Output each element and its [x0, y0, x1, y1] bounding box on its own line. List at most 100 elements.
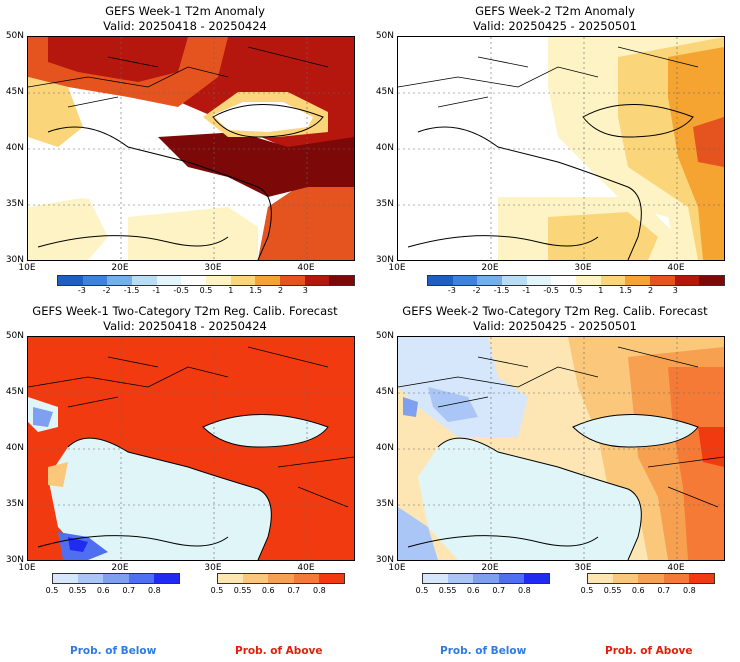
colorbar-tick-label: 0.6 [261, 586, 275, 595]
lat-label: 50N [375, 331, 394, 341]
colorbar-swatch [230, 276, 256, 285]
lon-label: 30E [204, 263, 222, 273]
colorbar-tick-label: -1 [522, 286, 531, 295]
colorbar-swatch [128, 574, 154, 583]
colorbar-tick-label: 1 [228, 286, 234, 295]
colorbar-tick-label: 0.55 [68, 586, 87, 595]
lat-label: 35N [375, 499, 394, 509]
colorbar-swatch [650, 276, 675, 285]
anomaly-colorbar-labels: -3 -2 -1.5 -1 -0.5 0.5 1 1.5 2 3 [427, 286, 725, 298]
colorbar-tick-label: 0.5 [199, 286, 213, 295]
prob-below-label: Prob. of Below [70, 645, 157, 657]
lat-label: 35N [5, 199, 24, 209]
colorbar-tick-label: 0.8 [518, 586, 531, 595]
lon-label: 40E [297, 263, 315, 273]
colorbar-swatch [132, 276, 157, 285]
lat-label: 30N [375, 255, 394, 265]
colorbar-swatch [329, 276, 355, 285]
colorbar-tick-label: 1.5 [619, 286, 633, 295]
lon-label: 10E [18, 263, 36, 273]
colorbar-tick-label: -2 [472, 286, 481, 295]
lon-label: 20E [481, 263, 499, 273]
map-week2-anomaly [397, 36, 725, 261]
colorbar-swatch [280, 276, 305, 285]
colorbar-tick-label: -2 [102, 286, 111, 295]
panel-title: GEFS Week-1 T2m Anomaly [105, 4, 265, 18]
colorbar-swatch [218, 574, 244, 583]
lon-label: 30E [574, 563, 592, 573]
colorbar-tick-label: 0.5 [569, 286, 583, 295]
colorbar-tick-label: 0.55 [233, 586, 252, 595]
panel-week1-anomaly: GEFS Week-1 T2m Anomaly Valid: 20250418 … [0, 0, 370, 300]
panel-valid-dates: Valid: 20250418 - 20250424 [103, 19, 267, 33]
colorbar-tick-label: 0.7 [492, 586, 506, 595]
above-colorbar [217, 573, 345, 584]
colorbar-swatch [638, 574, 664, 583]
colorbar-swatch [153, 574, 180, 583]
lon-label: 10E [388, 263, 406, 273]
colorbar-swatch [156, 276, 182, 285]
lon-label: 40E [297, 563, 315, 573]
colorbar-tick-label: 2 [647, 286, 654, 295]
panel-title: GEFS Week-2 Two-Category T2m Reg. Calib.… [402, 304, 708, 318]
lat-label: 50N [375, 31, 394, 41]
map-week1-anomaly [27, 36, 355, 261]
colorbar-tick-label: 0.5 [415, 586, 429, 595]
colorbar-swatch [523, 574, 550, 583]
above-colorbar [587, 573, 715, 584]
colorbar-tick-label: 0.5 [210, 586, 224, 595]
panel-week1-probability: GEFS Week-1 Two-Category T2m Reg. Calib.… [0, 300, 370, 662]
colorbar-tick-label: 0.8 [683, 586, 696, 595]
lat-label: 50N [5, 31, 24, 41]
colorbar-tick-label: 0.8 [148, 586, 161, 595]
lat-label: 30N [5, 255, 24, 265]
lat-label: 45N [375, 87, 394, 97]
lat-label: 45N [5, 387, 24, 397]
lat-label: 35N [5, 499, 24, 509]
below-colorbar [52, 573, 180, 584]
colorbar-tick-label: -3 [447, 286, 456, 295]
lon-label: 30E [574, 263, 592, 273]
panel-valid-dates: Valid: 20250425 - 20250501 [473, 319, 637, 333]
colorbar-tick-label: 0.8 [313, 586, 326, 595]
lat-label: 40N [5, 143, 24, 153]
panel-valid-dates: Valid: 20250418 - 20250424 [103, 319, 267, 333]
panel-title: GEFS Week-1 Two-Category T2m Reg. Calib.… [32, 304, 338, 318]
colorbar-swatch [293, 574, 319, 583]
lat-label: 40N [375, 443, 394, 453]
colorbar-swatch [268, 574, 294, 583]
lat-label: 40N [5, 443, 24, 453]
colorbar-swatch [103, 574, 129, 583]
colorbar-tick-label: 0.7 [122, 586, 136, 595]
lon-label: 10E [388, 563, 406, 573]
lon-label: 10E [18, 563, 36, 573]
prob-above-label: Prob. of Above [605, 645, 693, 657]
colorbar-swatch [502, 276, 527, 285]
colorbar-tick-label: 0.55 [438, 586, 457, 595]
map-week1-probability [27, 336, 355, 561]
colorbar-tick-label: 3 [302, 286, 308, 295]
lat-label: 45N [375, 387, 394, 397]
colorbar-swatch [58, 276, 83, 285]
colorbar-tick-label: -1 [152, 286, 161, 295]
below-colorbar-labels: 0.5 0.55 0.6 0.7 0.8 [416, 586, 550, 598]
colorbar-tick-label: 1 [598, 286, 604, 295]
colorbar-swatch [448, 574, 474, 583]
colorbar-swatch [699, 276, 725, 285]
colorbar-swatch [255, 276, 281, 285]
colorbar-swatch [78, 574, 104, 583]
colorbar-swatch [588, 574, 614, 583]
colorbar-tick-label: 0.7 [657, 586, 671, 595]
colorbar-swatch [600, 276, 626, 285]
below-colorbar-labels: 0.5 0.55 0.6 0.7 0.8 [46, 586, 180, 598]
prob-below-label: Prob. of Below [440, 645, 527, 657]
colorbar-tick-label: 0.55 [603, 586, 622, 595]
panel-week2-anomaly: GEFS Week-2 T2m Anomaly Valid: 20250425 … [370, 0, 740, 300]
prob-above-label: Prob. of Above [235, 645, 323, 657]
colorbar-swatch [576, 276, 601, 285]
colorbar-swatch [206, 276, 231, 285]
lat-label: 40N [375, 143, 394, 153]
panel-title: GEFS Week-2 T2m Anomaly [475, 4, 635, 18]
colorbar-tick-label: -3 [77, 286, 86, 295]
lat-label: 30N [375, 555, 394, 565]
